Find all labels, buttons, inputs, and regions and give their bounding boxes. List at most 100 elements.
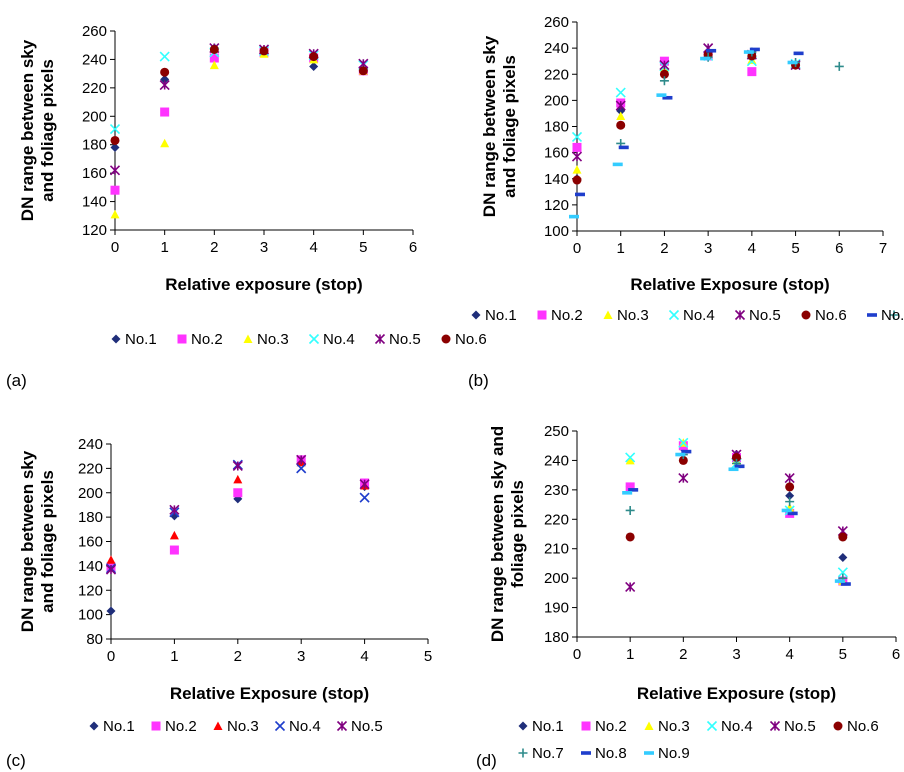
- y-tick-label: 140: [544, 171, 569, 188]
- data-point: [837, 567, 848, 578]
- y-tick-label: 180: [544, 119, 569, 136]
- data-point: [616, 120, 626, 130]
- y-tick-label: 180: [82, 137, 107, 154]
- data-point: [359, 479, 370, 490]
- legend-item: No.1: [89, 718, 135, 735]
- data-point: [616, 111, 626, 121]
- x-axis-title: Relative exposure (stop): [165, 275, 362, 294]
- y-tick-label: 240: [544, 452, 569, 469]
- data-point: [209, 53, 219, 63]
- legend-item: No.1: [111, 331, 157, 348]
- data-point: [787, 511, 798, 516]
- x-tick-label: 5: [424, 648, 432, 665]
- x-tick-label: 5: [791, 240, 799, 257]
- data-point: [233, 488, 243, 498]
- legend-label: No.4: [721, 718, 753, 735]
- y-tick-label: 220: [82, 80, 107, 97]
- legend-item: No.6: [801, 307, 847, 324]
- x-tick-label: 4: [785, 646, 793, 663]
- data-point: [625, 455, 635, 465]
- data-point: [793, 51, 804, 56]
- y-tick-label: 100: [78, 607, 103, 624]
- data-point: [110, 209, 120, 219]
- legend-marker: [243, 334, 253, 343]
- y-tick-label: 240: [82, 51, 107, 68]
- y-tick-label: 260: [82, 23, 107, 40]
- data-point: [681, 449, 692, 454]
- legend-item: No.5: [336, 718, 383, 735]
- data-point: [209, 60, 219, 70]
- data-point: [700, 56, 711, 61]
- legend-item: No.3: [213, 718, 259, 735]
- y-tick-label: 220: [78, 460, 103, 477]
- legend-marker: [644, 721, 654, 730]
- x-axis-title: Relative Exposure (stop): [630, 275, 829, 294]
- data-point: [628, 488, 639, 492]
- legend-label: No.2: [165, 718, 197, 735]
- data-point: [743, 50, 754, 54]
- data-point: [571, 131, 583, 143]
- x-axis-title: Relative Exposure (stop): [637, 684, 836, 703]
- x-tick-label: 1: [160, 239, 168, 256]
- y-tick-label: 80: [86, 631, 103, 648]
- x-tick-label: 0: [573, 240, 581, 257]
- legend-marker: [833, 721, 843, 731]
- legend-item: No.3: [243, 331, 289, 348]
- data-point: [659, 76, 669, 86]
- y-tick-label: 240: [544, 40, 569, 57]
- legend-marker: [706, 720, 718, 732]
- data-point: [575, 192, 585, 197]
- data-point: [678, 455, 688, 465]
- x-tick-label: 7: [879, 240, 887, 257]
- data-point: [615, 87, 626, 98]
- legend-marker: [308, 333, 320, 345]
- data-point: [749, 47, 760, 52]
- y-tick-label: 160: [82, 165, 107, 182]
- legend-item: No.6: [833, 718, 879, 735]
- legend-marker: [801, 310, 811, 320]
- y-tick-label: 180: [78, 509, 103, 526]
- x-tick-label: 4: [360, 648, 368, 665]
- legend-marker: [867, 313, 877, 317]
- y-tick-label: 140: [82, 194, 107, 211]
- data-point: [259, 46, 269, 56]
- legend-marker: [274, 720, 286, 732]
- data-point: [840, 582, 851, 586]
- legend-label: No.7: [532, 745, 564, 762]
- legend-label: No.1: [125, 331, 157, 348]
- data-point: [662, 95, 673, 100]
- legend-label: No.4: [289, 718, 321, 735]
- data-point: [110, 185, 120, 195]
- legend-label: No.4: [323, 331, 355, 348]
- data-point: [732, 452, 741, 462]
- data-point: [625, 505, 635, 515]
- legend-label: No.2: [595, 718, 627, 735]
- legend-item: No.2: [151, 718, 197, 735]
- data-point: [785, 491, 795, 501]
- legend-marker: [177, 334, 187, 344]
- chart-panel-1: 120 140 160 180 200 220 240 260 0 1 2 3 4 5 6 Relative …: [6, 23, 487, 390]
- data-point: [169, 545, 179, 555]
- data-point: [571, 151, 583, 162]
- legend-label: No.9: [658, 745, 690, 762]
- legend-label: No.4: [683, 307, 715, 324]
- legend-item: No.5: [374, 331, 421, 348]
- data-point: [296, 454, 307, 465]
- legend-label: No.8: [881, 307, 904, 324]
- data-point: [834, 579, 845, 583]
- data-point: [656, 93, 667, 97]
- legend-label: No.5: [351, 718, 383, 735]
- panel-label: (d): [476, 751, 497, 770]
- data-point: [110, 135, 120, 145]
- legend-label: No.3: [227, 718, 259, 735]
- legend-marker: [111, 334, 121, 344]
- legend-item: No.5: [769, 718, 816, 735]
- legend-label: No.1: [103, 718, 135, 735]
- data-point: [232, 460, 243, 472]
- legend-item: No.2: [537, 307, 583, 324]
- legend-marker: [518, 748, 528, 758]
- y-tick-label: 180: [544, 629, 569, 646]
- data-point: [309, 62, 319, 72]
- y-tick-label: 160: [78, 534, 103, 551]
- x-tick-label: 5: [359, 239, 367, 256]
